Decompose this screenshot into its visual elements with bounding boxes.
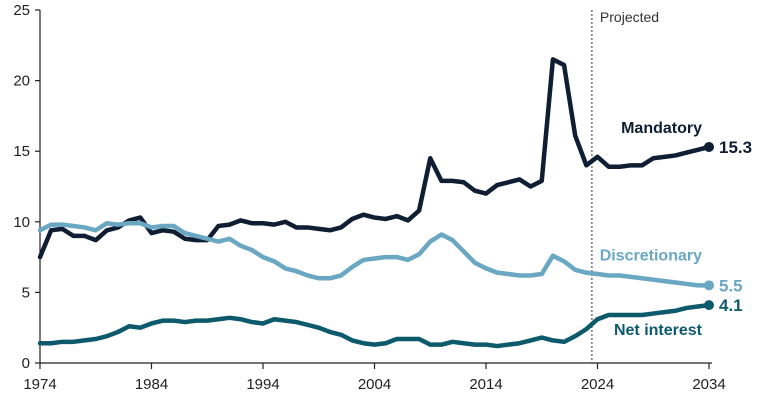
projected-label: Projected bbox=[600, 9, 659, 25]
y-tick-label: 0 bbox=[22, 355, 30, 372]
y-tick-label: 25 bbox=[13, 2, 30, 19]
x-tick-label: 1974 bbox=[23, 376, 56, 393]
series-end-point bbox=[704, 280, 714, 291]
series-name-label: Discretionary bbox=[600, 247, 702, 264]
series-line-mandatory bbox=[37, 57, 712, 260]
x-tick-label: 1994 bbox=[246, 376, 279, 393]
projection-marker: Projected bbox=[591, 9, 659, 363]
series-end-value: 5.5 bbox=[719, 276, 743, 295]
y-tick-label: 20 bbox=[13, 73, 30, 90]
ticks: 0 5 10 15 20 25 1974 1984 1994 2004 2014 2024 2034 bbox=[13, 2, 725, 393]
series-name-label: Net interest bbox=[614, 322, 703, 339]
x-tick-label: 2014 bbox=[469, 376, 502, 393]
series-end-value: 4.1 bbox=[719, 296, 743, 315]
series-end-value: 15.3 bbox=[719, 138, 752, 157]
x-tick-label: 2024 bbox=[581, 376, 614, 393]
series-end-point bbox=[704, 300, 714, 311]
series-end-point bbox=[704, 141, 714, 152]
series-labels: 15.3 Mandatory 5.5 Discretionary 4.1 Net inte… bbox=[600, 120, 752, 339]
series-line-net-interest bbox=[37, 302, 712, 349]
y-tick-label: 5 bbox=[22, 284, 30, 301]
y-tick-label: 15 bbox=[13, 143, 30, 160]
y-tick-label: 10 bbox=[13, 214, 30, 231]
x-tick-label: 2004 bbox=[358, 376, 391, 393]
series-line-discretionary bbox=[37, 220, 712, 288]
axes bbox=[39, 10, 712, 364]
x-tick-label: 2034 bbox=[692, 376, 725, 393]
series-name-label: Mandatory bbox=[621, 120, 702, 137]
x-tick-label: 1984 bbox=[135, 376, 168, 393]
series bbox=[37, 57, 714, 349]
